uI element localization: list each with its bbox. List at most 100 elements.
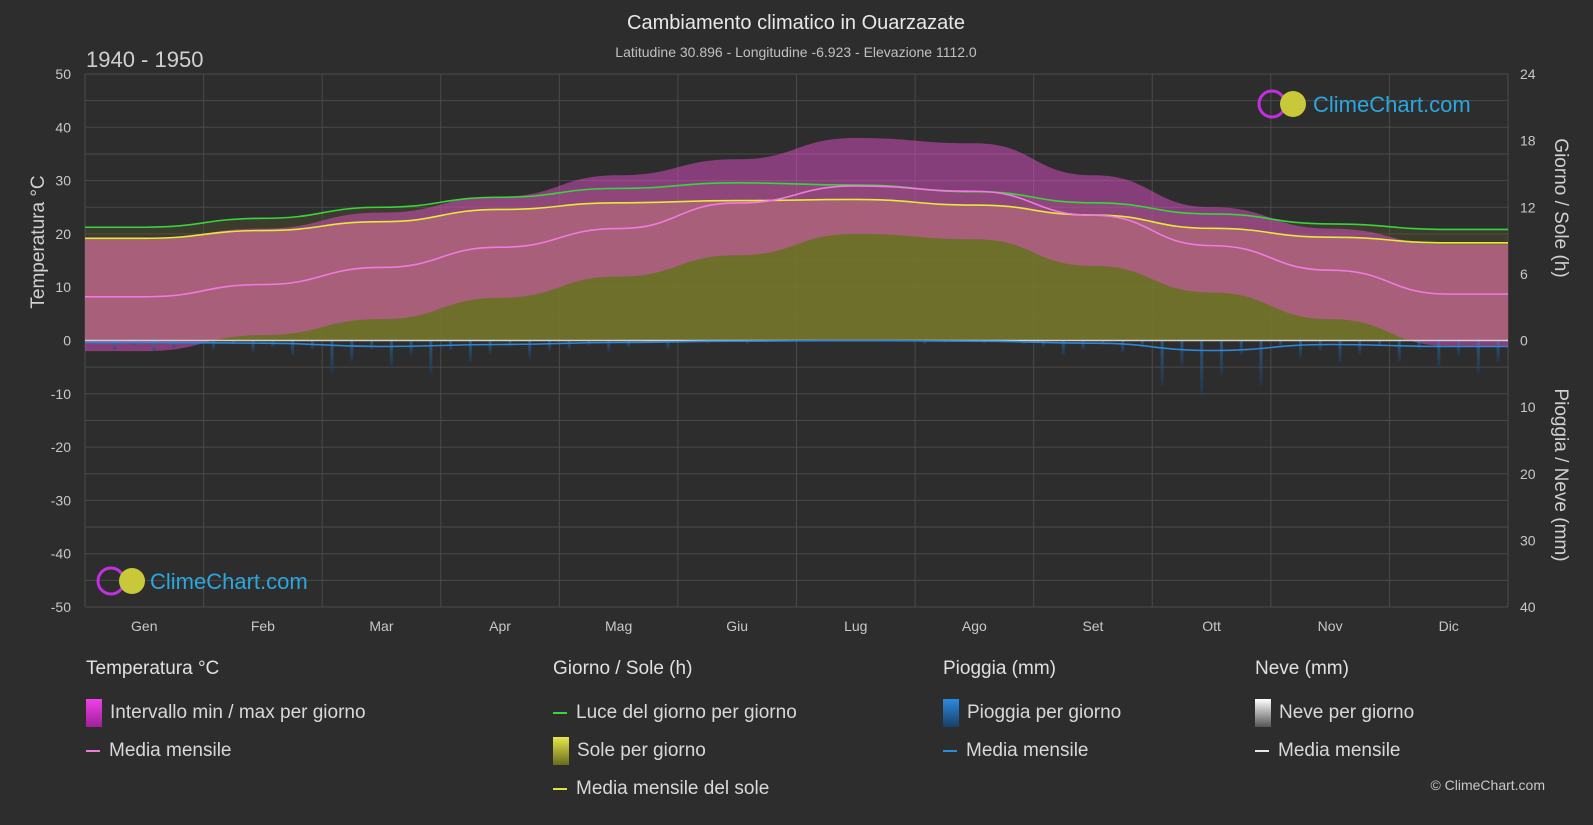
rain-bar <box>1121 340 1125 353</box>
rain-bar <box>982 340 986 344</box>
legend-label: Media mensile <box>966 740 1089 761</box>
left-tick: 30 <box>55 173 71 189</box>
rain-bar <box>211 340 215 350</box>
left-axis-label: Temperatura °C <box>28 175 49 308</box>
rain-bar <box>508 340 512 347</box>
rain-bar <box>1298 340 1302 359</box>
temp-mean-swatch <box>86 750 100 752</box>
rain-bar <box>370 340 374 350</box>
legend-sun: Giorno / Sole (h) Luce del giorno per gi… <box>553 658 797 808</box>
rain-bar <box>1279 340 1283 347</box>
legend-item: Luce del giorno per giorno <box>553 694 797 732</box>
sun-swatch <box>553 737 569 765</box>
rain-bar <box>152 340 156 352</box>
rain-bar <box>429 340 433 374</box>
right-axis-ticks: 24 18 12 6 0 10 20 30 40 <box>1520 66 1536 615</box>
rain-bar <box>1476 340 1480 374</box>
legend-snow: Neve (mm) Neve per giorno Media mensile <box>1255 658 1414 770</box>
rain-bar <box>310 340 314 350</box>
rain-bar <box>1081 340 1085 350</box>
temp-mean-line <box>85 185 1508 298</box>
right-tick-hours: 24 <box>1520 66 1536 82</box>
right-tick-hours: 6 <box>1520 266 1528 282</box>
legend-label: Luce del giorno per giorno <box>576 702 797 723</box>
x-tick: Giu <box>726 618 748 634</box>
daylight-line <box>85 182 1508 231</box>
legend-title-sun: Giorno / Sole (h) <box>553 658 693 679</box>
rain-bar <box>528 340 532 359</box>
rain-bar <box>389 340 393 368</box>
copyright: © ClimeChart.com <box>1430 777 1545 793</box>
rain-bar <box>1140 340 1144 348</box>
rain-bar <box>1239 340 1243 356</box>
rain-bar <box>1061 340 1065 356</box>
rain-bar <box>1219 340 1223 376</box>
rain-bar <box>409 340 413 356</box>
rain-bar <box>745 340 749 345</box>
x-tick: Nov <box>1318 618 1343 634</box>
x-tick: Mar <box>369 618 393 634</box>
rain-bar <box>1160 340 1164 386</box>
legend-label: Intervallo min / max per giorno <box>110 702 366 723</box>
left-tick: -30 <box>51 492 71 508</box>
left-tick: 20 <box>55 226 71 242</box>
right-tick-mm: 10 <box>1520 399 1536 415</box>
rain-bar <box>1318 340 1322 351</box>
rain-bar <box>172 340 176 348</box>
rain-bar <box>350 340 354 362</box>
right-axis-label-sun: Giorno / Sole (h) <box>1550 138 1571 277</box>
daylight-swatch <box>553 712 567 714</box>
legend-item: Pioggia per giorno <box>943 694 1121 732</box>
legend-label: Media mensile <box>1278 740 1401 761</box>
chart-subtitle: Latitudine 30.896 - Longitudine -6.923 -… <box>615 44 977 60</box>
x-tick: Mag <box>605 618 632 634</box>
legend-item: Media mensile <box>1255 732 1414 770</box>
rain-swatch <box>943 699 959 727</box>
right-tick-mm: 40 <box>1520 599 1536 615</box>
rain-bar <box>607 340 611 352</box>
brand-name-top: ClimeChart.com <box>1313 92 1471 117</box>
left-tick: -20 <box>51 439 71 455</box>
x-tick: Set <box>1082 618 1103 634</box>
brand-logo-bottom: ClimeChart.com <box>96 566 308 596</box>
chart-title: Cambiamento climatico in Ouarzazate <box>627 12 965 34</box>
right-tick-mm: 30 <box>1520 532 1536 548</box>
left-tick: -50 <box>51 599 71 615</box>
x-tick: Feb <box>251 618 275 634</box>
legend-title-snow: Neve (mm) <box>1255 658 1349 679</box>
rain-bar <box>547 340 551 351</box>
x-tick: Dic <box>1439 618 1459 634</box>
left-tick: 0 <box>63 333 71 349</box>
rain-bar <box>113 340 117 350</box>
rain-bar <box>923 340 927 345</box>
legend-label: Media mensile <box>109 740 232 761</box>
sun-mean-line <box>85 198 1508 244</box>
period-label: 1940 - 1950 <box>86 47 203 72</box>
rain-bar <box>1378 340 1382 347</box>
x-tick: Gen <box>131 618 157 634</box>
x-axis-ticks: Gen Feb Mar Apr Mag Giu Lug Ago Set Ott Nov Dic <box>131 618 1459 634</box>
legend-label: Sole per giorno <box>577 740 706 761</box>
plot-area <box>84 137 1508 396</box>
rain-mean-swatch <box>943 750 957 752</box>
logo-sun-icon <box>119 568 145 594</box>
sun-mean-swatch <box>553 788 567 790</box>
legend-label: Media mensile del sole <box>576 778 770 799</box>
rain-bar <box>1259 340 1263 386</box>
snow-mean-swatch <box>1255 750 1269 752</box>
rain-bar <box>468 340 472 363</box>
rain-bar <box>488 340 492 355</box>
legend-item: Media mensile del sole <box>553 770 797 808</box>
rain-mean-line <box>84 339 1508 352</box>
right-tick-hours: 12 <box>1520 199 1536 215</box>
x-tick: Lug <box>844 618 867 634</box>
left-tick: -40 <box>51 546 71 562</box>
legend-title-rain: Pioggia (mm) <box>943 658 1056 679</box>
right-tick-mm: 20 <box>1520 466 1536 482</box>
rain-bar <box>1397 340 1401 362</box>
brand-logo-top: ClimeChart.com <box>1257 89 1471 119</box>
rain-bar <box>1496 340 1500 362</box>
rain-bar <box>1338 340 1342 363</box>
legend-title-temperature: Temperatura °C <box>86 658 220 679</box>
